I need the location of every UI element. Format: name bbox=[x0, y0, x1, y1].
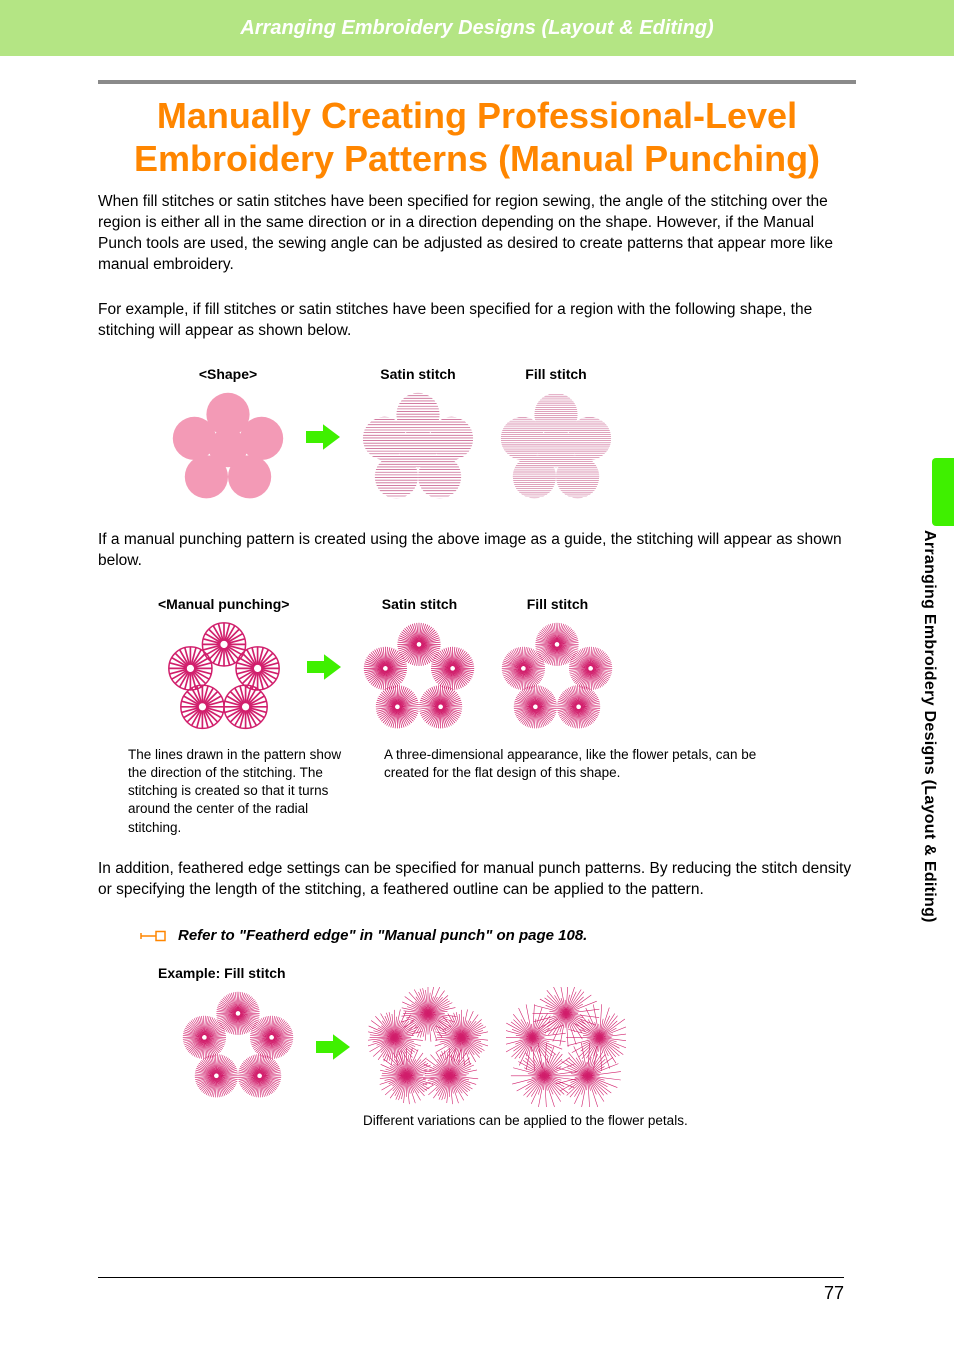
flower-shape bbox=[168, 388, 288, 508]
figure-shape-block: <Shape> Satin stitch bbox=[98, 366, 856, 508]
manual-label: <Manual punching> bbox=[158, 596, 289, 612]
fill-label: Fill stitch bbox=[525, 366, 586, 382]
pointing-hand-icon bbox=[138, 925, 168, 947]
figure-manual-block: <Manual punching> Satin stitch Fill stit bbox=[98, 596, 856, 837]
arrow-icon bbox=[306, 422, 340, 452]
flower-ex-2 bbox=[368, 987, 488, 1107]
flower-satin bbox=[358, 388, 478, 508]
chapter-header: Arranging Embroidery Designs (Layout & E… bbox=[0, 0, 954, 56]
flower-ex-3 bbox=[506, 987, 626, 1107]
cross-ref-note: Refer to "Featherd edge" in "Manual punc… bbox=[138, 925, 856, 947]
flower-manual-outline bbox=[164, 618, 284, 738]
figure-example-block: Example: Fill stitch Different variation… bbox=[98, 965, 856, 1128]
paragraph-3: If a manual punching pattern is created … bbox=[98, 530, 856, 572]
page-title: Manually Creating Professional-Level Emb… bbox=[98, 94, 856, 180]
paragraph-4: In addition, feathered edge settings can… bbox=[98, 859, 856, 901]
example-label: Example: Fill stitch bbox=[158, 965, 856, 981]
paragraph-2: For example, if fill stitches or satin s… bbox=[98, 300, 856, 342]
caption-left: The lines drawn in the pattern show the … bbox=[128, 746, 358, 837]
satin-label: Satin stitch bbox=[380, 366, 455, 382]
flower-fill bbox=[496, 388, 616, 508]
flower-manual-satin bbox=[359, 618, 479, 738]
side-running-title: Arranging Embroidery Designs (Layout & E… bbox=[920, 530, 938, 923]
note-text: Refer to "Featherd edge" in "Manual punc… bbox=[178, 927, 587, 944]
arrow-icon bbox=[316, 1032, 350, 1062]
shape-label: <Shape> bbox=[199, 366, 257, 382]
top-rule bbox=[98, 80, 856, 84]
flower-ex-1 bbox=[178, 987, 298, 1107]
side-tab bbox=[932, 458, 954, 526]
page-number: 77 bbox=[824, 1283, 844, 1304]
arrow-icon bbox=[307, 652, 341, 682]
flower-manual-fill bbox=[497, 618, 617, 738]
intro-paragraph: When fill stitches or satin stitches hav… bbox=[98, 192, 856, 276]
example-caption: Different variations can be applied to t… bbox=[363, 1113, 856, 1128]
manual-fill-label: Fill stitch bbox=[527, 596, 588, 612]
caption-right: A three-dimensional appearance, like the… bbox=[384, 746, 804, 837]
main-content: Manually Creating Professional-Level Emb… bbox=[98, 94, 856, 1128]
manual-satin-label: Satin stitch bbox=[382, 596, 457, 612]
bottom-rule bbox=[98, 1277, 844, 1278]
